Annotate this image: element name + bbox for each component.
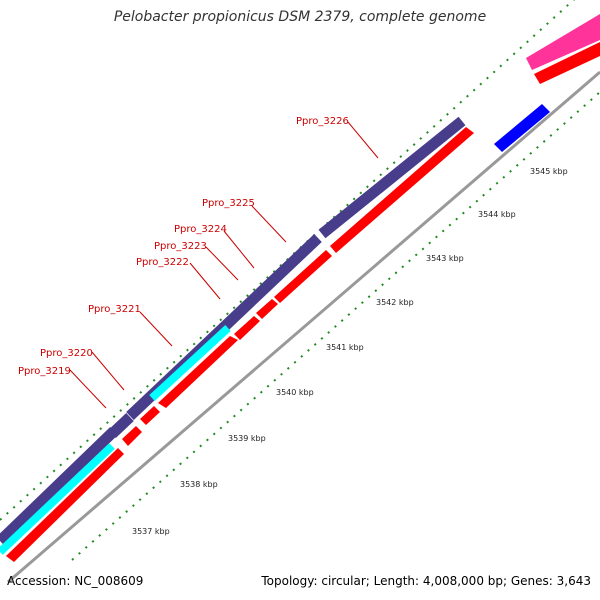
gene-label[interactable]: Ppro_3221 bbox=[88, 304, 141, 315]
kbp-label: 3541 kbp bbox=[326, 343, 364, 352]
cds-arrow-3224[interactable] bbox=[256, 299, 278, 319]
cyan-feature-a[interactable] bbox=[0, 443, 115, 555]
gene-label[interactable]: Ppro_3225 bbox=[202, 198, 255, 209]
pink-feature[interactable] bbox=[526, 14, 600, 70]
kbp-label: 3540 kbp bbox=[276, 388, 314, 397]
gene-label[interactable]: Ppro_3226 bbox=[296, 116, 349, 127]
kbp-label: 3543 kbp bbox=[426, 254, 464, 263]
cds-arrow-3225[interactable] bbox=[274, 250, 332, 303]
cds-arrow-top[interactable] bbox=[534, 42, 600, 84]
label-leaders bbox=[69, 121, 379, 409]
cds-arrow-3221[interactable] bbox=[140, 406, 160, 425]
inner-tick-track bbox=[71, 91, 600, 561]
gene-track bbox=[0, 116, 466, 555]
cds-track bbox=[6, 42, 600, 562]
cds-arrow-3220[interactable] bbox=[122, 426, 142, 446]
accession-text: Accession: NC_008609 bbox=[7, 574, 144, 588]
genome-summary-text: Topology: circular; Length: 4,008,000 bp… bbox=[261, 574, 591, 588]
kbp-label: 3538 kbp bbox=[180, 480, 218, 489]
blue-feature[interactable] bbox=[494, 104, 550, 152]
gene-labels: Ppro_3219 Ppro_3220 Ppro_3221 Ppro_3222 … bbox=[18, 116, 349, 377]
kbp-label: 3539 kbp bbox=[228, 434, 266, 443]
gene-label[interactable]: Ppro_3219 bbox=[18, 366, 71, 377]
kbp-label: 3545 kbp bbox=[530, 167, 568, 176]
cyan-feature-b[interactable] bbox=[149, 325, 231, 401]
cds-arrow-3226[interactable] bbox=[330, 127, 474, 253]
gene-label[interactable]: Ppro_3220 bbox=[40, 348, 93, 359]
kbp-label: 3542 kbp bbox=[376, 298, 414, 307]
gene-label[interactable]: Ppro_3222 bbox=[136, 257, 189, 268]
cds-arrow-3219[interactable] bbox=[6, 448, 124, 562]
cds-arrow-3222[interactable] bbox=[158, 336, 238, 408]
kbp-labels: 3537 kbp 3538 kbp 3539 kbp 3540 kbp 3541… bbox=[132, 167, 568, 536]
gene-label[interactable]: Ppro_3223 bbox=[154, 241, 207, 252]
gene-bar-3219[interactable] bbox=[0, 427, 118, 545]
kbp-label: 3544 kbp bbox=[478, 210, 516, 219]
gene-label[interactable]: Ppro_3224 bbox=[174, 224, 227, 235]
kbp-label: 3537 kbp bbox=[132, 527, 170, 536]
map-title: Pelobacter propionicus DSM 2379, complet… bbox=[113, 9, 487, 25]
cds-arrow-3223[interactable] bbox=[234, 316, 260, 340]
gene-bar-3220[interactable] bbox=[108, 413, 134, 438]
sequence-backbone bbox=[7, 70, 600, 584]
gene-bar-3226[interactable] bbox=[318, 116, 466, 239]
